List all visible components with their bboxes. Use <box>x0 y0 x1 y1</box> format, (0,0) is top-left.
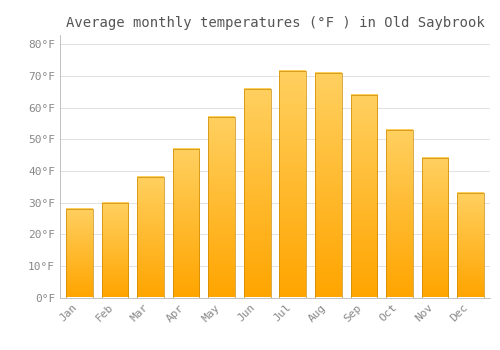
Bar <box>422 158 448 298</box>
Bar <box>102 203 128 298</box>
Bar <box>66 209 93 298</box>
Bar <box>138 177 164 298</box>
Bar <box>280 71 306 298</box>
Bar <box>315 73 342 298</box>
Bar <box>386 130 412 298</box>
Title: Average monthly temperatures (°F ) in Old Saybrook: Average monthly temperatures (°F ) in Ol… <box>66 16 484 30</box>
Bar <box>350 95 377 298</box>
Bar <box>208 117 235 298</box>
Bar <box>457 193 484 298</box>
Bar <box>244 89 270 298</box>
Bar <box>173 149 200 298</box>
